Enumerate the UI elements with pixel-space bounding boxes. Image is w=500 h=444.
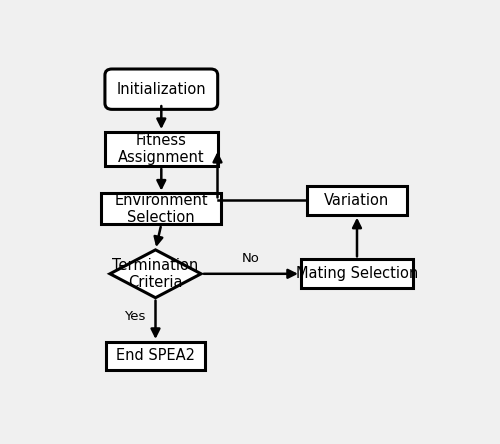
FancyBboxPatch shape — [105, 69, 218, 109]
Text: Initialization: Initialization — [116, 82, 206, 97]
Text: Mating Selection: Mating Selection — [296, 266, 418, 281]
Text: Yes: Yes — [124, 310, 146, 323]
Bar — [306, 186, 408, 215]
Bar — [105, 132, 218, 166]
Text: Variation: Variation — [324, 193, 390, 208]
Bar — [106, 342, 205, 370]
Text: Termination
Criteria: Termination Criteria — [112, 258, 198, 290]
Polygon shape — [110, 250, 201, 298]
Text: End SPEA2: End SPEA2 — [116, 349, 195, 363]
Text: Fitness
Assignment: Fitness Assignment — [118, 133, 204, 165]
Bar — [301, 259, 413, 288]
Bar — [101, 194, 222, 224]
Text: Environment
Selection: Environment Selection — [114, 193, 208, 225]
Text: No: No — [242, 252, 260, 265]
